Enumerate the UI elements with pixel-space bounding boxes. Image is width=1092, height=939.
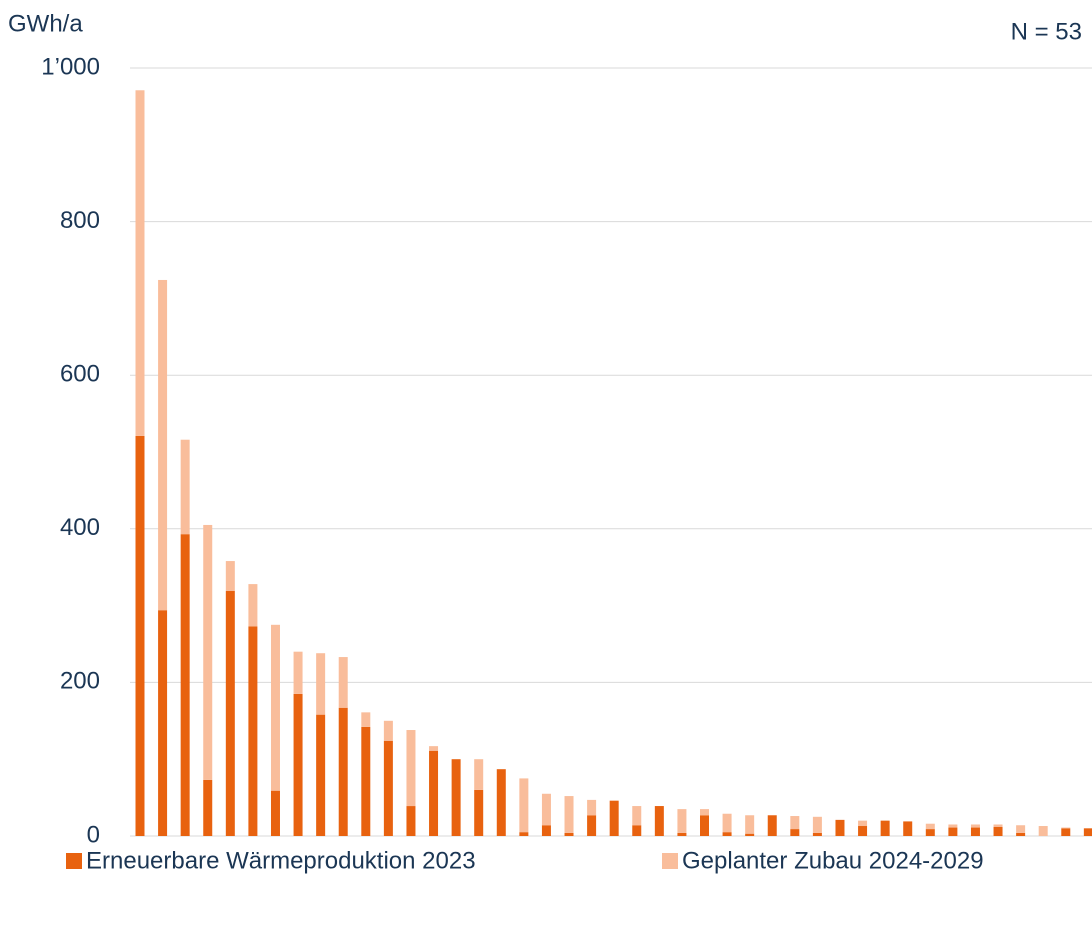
bar-segment — [270, 790, 280, 836]
bar-segment — [722, 813, 732, 833]
bar-segment — [970, 827, 980, 836]
bar-segment — [970, 824, 980, 828]
bar-segment — [790, 816, 800, 830]
y-tick-label: 600 — [60, 361, 100, 388]
bar-segment — [135, 435, 145, 836]
y-tick-label: 1’000 — [41, 53, 100, 80]
bar-segment — [1016, 825, 1026, 833]
bar-segment — [203, 524, 213, 780]
bar-segment — [587, 815, 597, 836]
legend-label: Erneuerbare Wärmeproduktion 2023 — [86, 847, 476, 874]
bar-segment — [158, 279, 168, 611]
bar-segment — [248, 626, 258, 836]
bar-segment — [316, 714, 326, 836]
bar-segment — [767, 815, 777, 836]
bar-segment — [632, 806, 642, 826]
bar-segment — [474, 759, 484, 790]
bar-segment — [700, 815, 709, 836]
bar-segment — [180, 534, 190, 836]
bar-segment — [519, 778, 529, 833]
bar-segment — [835, 819, 845, 836]
bar-segment — [496, 769, 506, 836]
bar-segment — [158, 610, 168, 836]
bar-segment — [180, 439, 190, 535]
bar-segment — [790, 829, 800, 836]
y-tick-label: 0 — [87, 821, 100, 848]
bar-segment — [361, 726, 371, 836]
bar-segment — [858, 826, 868, 836]
y-tick-label: 800 — [60, 207, 100, 234]
bar-segment — [361, 712, 371, 727]
bar-segment — [993, 824, 1003, 827]
bar-segment — [948, 827, 958, 836]
bar-segment — [1061, 827, 1071, 829]
bar-segment — [903, 821, 913, 836]
bar-segment — [858, 820, 868, 827]
bar-segment — [1016, 832, 1026, 836]
bar-segment — [993, 826, 1003, 836]
bar-segment — [406, 730, 416, 807]
bar-segment — [587, 799, 597, 816]
bar-segment — [451, 759, 461, 836]
legend-swatch — [66, 853, 82, 869]
bar-segment — [948, 824, 958, 828]
bar-segment — [812, 832, 822, 836]
bar-segment — [1061, 828, 1071, 836]
bar-segment — [338, 707, 348, 836]
bar-segment — [429, 746, 439, 751]
bar-segment — [564, 796, 574, 833]
bar-segment — [383, 720, 393, 741]
bar-segment — [225, 561, 235, 592]
bar-segment — [293, 693, 303, 836]
bar-segment — [925, 829, 935, 836]
bar-segment — [519, 832, 529, 836]
bar-segment — [700, 809, 709, 816]
bar-segment — [1083, 828, 1092, 836]
bar-segment — [1038, 826, 1048, 836]
y-tick-label: 200 — [60, 668, 100, 695]
bar-segment — [541, 793, 551, 826]
bar-segment — [225, 591, 235, 836]
bar-segment — [270, 624, 280, 791]
bar-segment — [383, 740, 393, 836]
bar-segment — [609, 800, 619, 836]
annotation: N = 53 — [1011, 18, 1082, 45]
bar-segment — [654, 806, 664, 836]
bar-segment — [203, 779, 213, 836]
y-axis-label: GWh/a — [8, 10, 83, 37]
bar-segment — [564, 832, 574, 836]
bar-segment — [880, 820, 890, 836]
bar-segment — [745, 833, 755, 836]
bar-segment — [677, 809, 687, 833]
bar-segment — [135, 90, 145, 436]
bar-segment — [925, 823, 935, 830]
bar-segment — [316, 653, 326, 715]
bar-segment — [474, 789, 484, 836]
bar-segment — [338, 657, 348, 708]
bar-segment — [677, 832, 687, 836]
y-tick-label: 400 — [60, 514, 100, 541]
bar-segment — [248, 584, 258, 627]
bar-segment — [406, 806, 416, 836]
bar-segment — [812, 816, 822, 833]
bar-segment — [745, 815, 755, 834]
legend-label: Geplanter Zubau 2024-2029 — [682, 847, 984, 874]
legend-swatch — [662, 853, 678, 869]
bar-segment — [632, 825, 642, 836]
bar-segment — [541, 825, 551, 836]
bar-segment — [429, 750, 439, 836]
bar-segment — [722, 832, 732, 836]
bar-segment — [293, 651, 303, 694]
